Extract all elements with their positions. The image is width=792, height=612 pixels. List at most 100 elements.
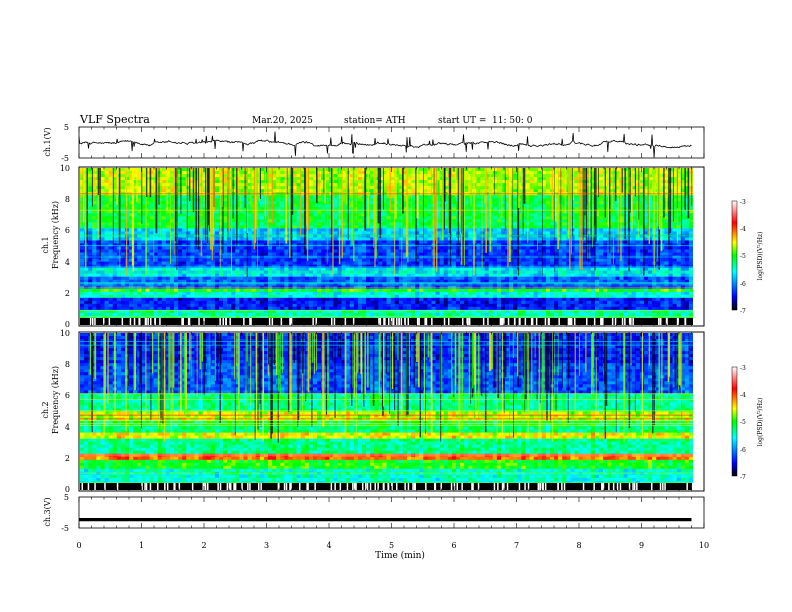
spectrogram-cell — [370, 225, 375, 229]
spectrogram-cell — [423, 225, 428, 229]
spectrogram-cell — [545, 240, 551, 244]
spectrogram-cell — [411, 225, 416, 229]
spectrogram-cell — [660, 198, 665, 202]
spectrogram-cell — [688, 225, 693, 229]
spectrogram-cell — [676, 213, 682, 217]
spectrogram-cell — [370, 231, 375, 235]
spectrogram-cell — [165, 219, 171, 223]
spectrogram-cell — [92, 231, 97, 235]
spectrogram-cell — [505, 201, 510, 205]
spectrogram-cell — [157, 225, 163, 229]
spectrogram-cell — [505, 183, 510, 187]
spectrogram-cell — [406, 210, 412, 214]
spectrogram-cell — [137, 201, 142, 205]
spectrogram-cell — [186, 237, 191, 241]
spectrogram-cell — [243, 231, 248, 235]
spectrogram-cell — [178, 195, 183, 199]
spectrogram-cell — [505, 246, 510, 250]
spectrogram-cell — [537, 207, 543, 211]
spectrogram-cell — [214, 237, 220, 241]
spectrogram-cell — [300, 213, 306, 217]
spectrogram-cell — [112, 198, 118, 202]
spectrogram-cell — [202, 249, 207, 253]
spectrogram-cell — [394, 204, 400, 208]
spectrogram-cell — [157, 261, 163, 265]
spectrogram-cell — [394, 180, 400, 184]
spectrogram-cell — [464, 228, 469, 232]
spectrogram-cell — [108, 210, 113, 214]
spectrogram-cell — [186, 228, 191, 232]
spectrogram-cell — [198, 261, 203, 265]
spectrogram-cell — [406, 252, 412, 256]
spectrogram-cell — [300, 174, 306, 178]
spectrogram-cell — [96, 258, 101, 262]
spectrogram-cell — [255, 240, 261, 244]
spectrogram-cell — [594, 201, 600, 205]
spectrogram-cell — [129, 222, 134, 226]
spectrogram-cell — [333, 195, 338, 199]
spectrogram-cell — [288, 189, 293, 193]
spectrogram-cell — [247, 222, 252, 226]
spectrogram-cell — [104, 258, 109, 262]
spectrogram-cell — [235, 258, 240, 262]
spectrogram-cell — [272, 204, 277, 208]
spectrogram-cell — [80, 171, 85, 175]
spectrogram-cell — [509, 183, 514, 187]
spectrogram-cell — [558, 237, 563, 241]
spectrogram-cell — [419, 177, 424, 181]
spectrogram-cell — [190, 189, 195, 193]
spectrogram-cell — [639, 243, 645, 247]
spectrogram-cell — [688, 258, 693, 262]
spectrogram-cell — [296, 201, 301, 205]
spectrogram-cell — [513, 225, 518, 229]
spectrogram-cell — [594, 189, 600, 193]
spectrogram-cell — [141, 222, 146, 226]
spectrogram-cell — [664, 258, 669, 262]
spectrogram-cell — [688, 216, 693, 220]
spectrogram-cell — [141, 261, 146, 265]
spectrogram-cell — [235, 261, 240, 265]
spectrogram-cell — [439, 249, 445, 253]
spectrogram-cell — [496, 225, 502, 229]
spectrogram-cell — [198, 258, 203, 262]
spectrogram-cell — [496, 168, 502, 172]
spectrogram-cell — [451, 210, 457, 214]
spectrogram-cell — [80, 228, 85, 232]
spectrogram-cell — [402, 243, 408, 247]
spectrogram-cell — [476, 237, 481, 241]
spectrogram-cell — [173, 228, 179, 232]
spectrogram-cell — [464, 204, 469, 208]
spectrogram-cell — [402, 240, 408, 244]
spectrogram-cell — [243, 177, 248, 181]
spectrogram-cell — [157, 189, 163, 193]
spectrogram-cell — [394, 237, 400, 241]
spectrogram-cell — [137, 222, 142, 226]
spectrogram-cell — [108, 213, 113, 217]
spectrogram-cell — [173, 198, 179, 202]
spectrogram-cell — [631, 204, 637, 208]
spectrogram-cell — [231, 252, 236, 256]
spectrogram-cell — [676, 249, 682, 253]
spectrogram-cell — [129, 225, 134, 229]
spectrogram-cell — [660, 240, 665, 244]
spectrogram-cell — [169, 219, 175, 223]
spectrogram-cell — [639, 201, 645, 205]
spectrogram-cell — [545, 219, 551, 223]
spectrogram-cell — [435, 213, 440, 217]
spectrogram-cell — [382, 237, 387, 241]
spectrogram-cell — [500, 249, 506, 253]
spectrogram-cell — [129, 252, 134, 256]
spectrogram-cell — [353, 222, 359, 226]
spectrogram-cell — [476, 171, 481, 175]
spectrogram-cell — [120, 216, 126, 220]
spectrogram-cell — [214, 264, 220, 268]
spectrogram-cell — [247, 213, 252, 217]
spectrogram-cell — [133, 243, 138, 247]
spectrogram-cell — [137, 198, 142, 202]
spectrogram-cell — [235, 252, 240, 256]
spectrogram-cell — [157, 180, 163, 184]
spectrogram-cell — [137, 237, 142, 241]
spectrogram-cell — [549, 258, 555, 262]
spectrogram-cell — [263, 237, 269, 241]
spectrogram-cell — [210, 258, 216, 262]
